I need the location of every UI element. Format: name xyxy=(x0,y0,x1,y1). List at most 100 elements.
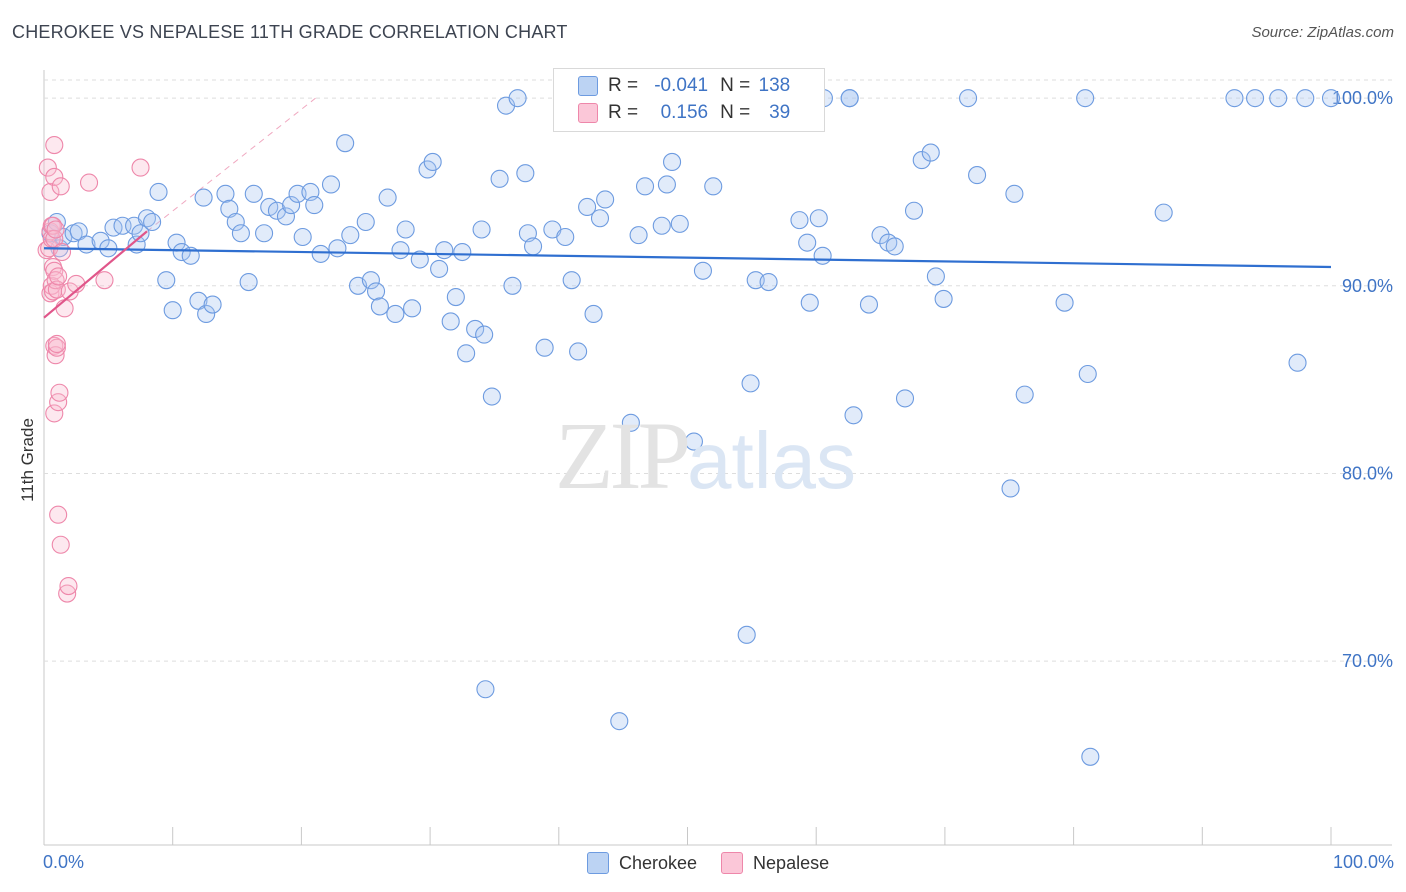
cherokee-data-point xyxy=(693,261,712,280)
y-tick-label: 80.0% xyxy=(1342,463,1393,483)
cherokee-data-point xyxy=(453,242,472,262)
cherokee-data-point xyxy=(1081,747,1100,766)
cherokee-data-point xyxy=(194,188,213,207)
series-label-nepalese: Nepalese xyxy=(753,852,830,873)
cherokee-data-point xyxy=(895,389,915,408)
cherokee-data-point xyxy=(1055,293,1074,312)
cherokee-data-point xyxy=(596,190,615,209)
x-tick-label-min: 0.0% xyxy=(43,852,85,872)
nepalese-data-point xyxy=(51,177,70,196)
legend-row-cherokee: R = -0.041 N = 138 xyxy=(578,73,790,99)
series-swatch-cherokee xyxy=(587,852,609,874)
nepalese-data-point xyxy=(45,404,64,423)
cherokee-data-point xyxy=(490,169,509,188)
cherokee-data-point xyxy=(231,224,250,243)
cherokee-data-point xyxy=(282,196,301,215)
cherokee-data-point xyxy=(203,295,222,314)
chart-source: Source: ZipAtlas.com xyxy=(1251,24,1394,41)
y-tick-label: 100.0% xyxy=(1332,88,1393,108)
cherokee-data-point xyxy=(921,143,940,162)
cherokee-data-point xyxy=(435,241,454,260)
cherokee-data-point xyxy=(813,246,832,265)
nepalese-data-point xyxy=(45,336,64,355)
cherokee-data-point xyxy=(968,166,987,185)
cherokee-data-point xyxy=(143,212,162,232)
legend-row-nepalese: R = 0.156 N = 39 xyxy=(578,100,790,126)
cherokee-data-point xyxy=(1288,353,1307,372)
nepalese-data-point xyxy=(55,299,74,318)
watermark: ZIPatlas xyxy=(555,400,856,511)
cherokee-data-point xyxy=(516,164,535,183)
y-axis-label: 11th Grade xyxy=(18,418,37,502)
cherokee-data-point xyxy=(457,344,476,363)
cherokee-data-point xyxy=(321,175,341,194)
series-legend-nepalese[interactable]: Nepalese xyxy=(721,852,829,874)
legend-n-label: N = xyxy=(720,102,751,123)
cherokee-data-point xyxy=(1078,364,1097,384)
cherokee-data-point xyxy=(276,207,296,226)
nepalese-data-point xyxy=(47,338,66,357)
cherokee-data-point xyxy=(466,319,485,339)
nepalese-data-point xyxy=(49,505,68,524)
cherokee-data-point xyxy=(912,151,931,170)
watermark-atlas: atlas xyxy=(687,416,856,505)
nepalese-trend-extension xyxy=(146,97,316,232)
cherokee-data-point xyxy=(798,233,817,252)
cherokee-data-point xyxy=(535,338,554,357)
cherokee-data-point xyxy=(524,237,543,256)
cherokee-data-point xyxy=(737,625,756,644)
cherokee-data-point xyxy=(482,387,501,406)
series-legend-cherokee[interactable]: Cherokee xyxy=(587,852,697,874)
nepalese-data-point xyxy=(47,334,66,354)
cherokee-data-point xyxy=(590,209,610,228)
cherokee-data-point xyxy=(378,188,397,207)
cherokee-data-point xyxy=(226,212,245,232)
cherokee-data-point xyxy=(370,297,389,316)
nepalese-data-point xyxy=(51,535,70,554)
nepalese-data-point xyxy=(41,182,60,202)
nepalese-data-point xyxy=(58,584,77,603)
cherokee-data-point xyxy=(503,276,522,295)
cherokee-data-point xyxy=(163,301,182,320)
correlation-legend: R = -0.041 N = 138 R = 0.156 N = 39 xyxy=(553,68,825,132)
series-legend: Cherokee Nepalese xyxy=(587,852,853,874)
cherokee-data-point xyxy=(904,201,924,220)
cherokee-data-point xyxy=(1005,184,1024,203)
legend-n-value-nepalese: 39 xyxy=(769,102,791,123)
nepalese-data-point xyxy=(38,158,57,177)
nepalese-data-point xyxy=(79,173,99,192)
cherokee-data-point xyxy=(926,267,945,286)
series-swatch-nepalese xyxy=(721,852,744,874)
legend-r-value-cherokee: -0.041 xyxy=(654,75,709,96)
cherokee-data-point xyxy=(423,152,442,171)
legend-r-label: R = xyxy=(608,75,639,96)
cherokee-data-point xyxy=(809,209,828,228)
cherokee-data-point xyxy=(556,227,575,247)
watermark-zip: ZIP xyxy=(555,402,691,509)
nepalese-data-point xyxy=(59,576,78,596)
nepalese-data-point xyxy=(49,267,68,286)
cherokee-data-point xyxy=(704,177,723,196)
cherokee-data-point xyxy=(959,89,978,108)
cherokee-data-point xyxy=(255,224,274,243)
cherokee-data-point xyxy=(341,226,360,245)
legend-r-value-nepalese: 0.156 xyxy=(660,102,709,123)
cherokee-data-point xyxy=(562,271,581,290)
cherokee-data-point xyxy=(311,244,330,263)
cherokee-trend-line xyxy=(43,247,1332,269)
cherokee-data-point xyxy=(663,152,682,171)
cherokee-data-point xyxy=(386,304,405,323)
cherokee-data-point xyxy=(476,680,495,699)
cherokee-data-point xyxy=(871,226,890,245)
series-label-cherokee: Cherokee xyxy=(619,852,698,873)
cherokee-data-point xyxy=(356,212,375,232)
cherokee-data-point xyxy=(684,432,703,451)
cherokee-data-point xyxy=(1269,89,1288,108)
legend-swatch-cherokee xyxy=(578,76,598,96)
cherokee-data-point xyxy=(1076,89,1095,108)
cherokee-data-point xyxy=(441,312,460,331)
cherokee-data-point xyxy=(131,224,150,243)
cherokee-data-point xyxy=(610,712,629,731)
nepalese-data-point xyxy=(52,242,72,262)
cherokee-data-point xyxy=(336,134,355,153)
